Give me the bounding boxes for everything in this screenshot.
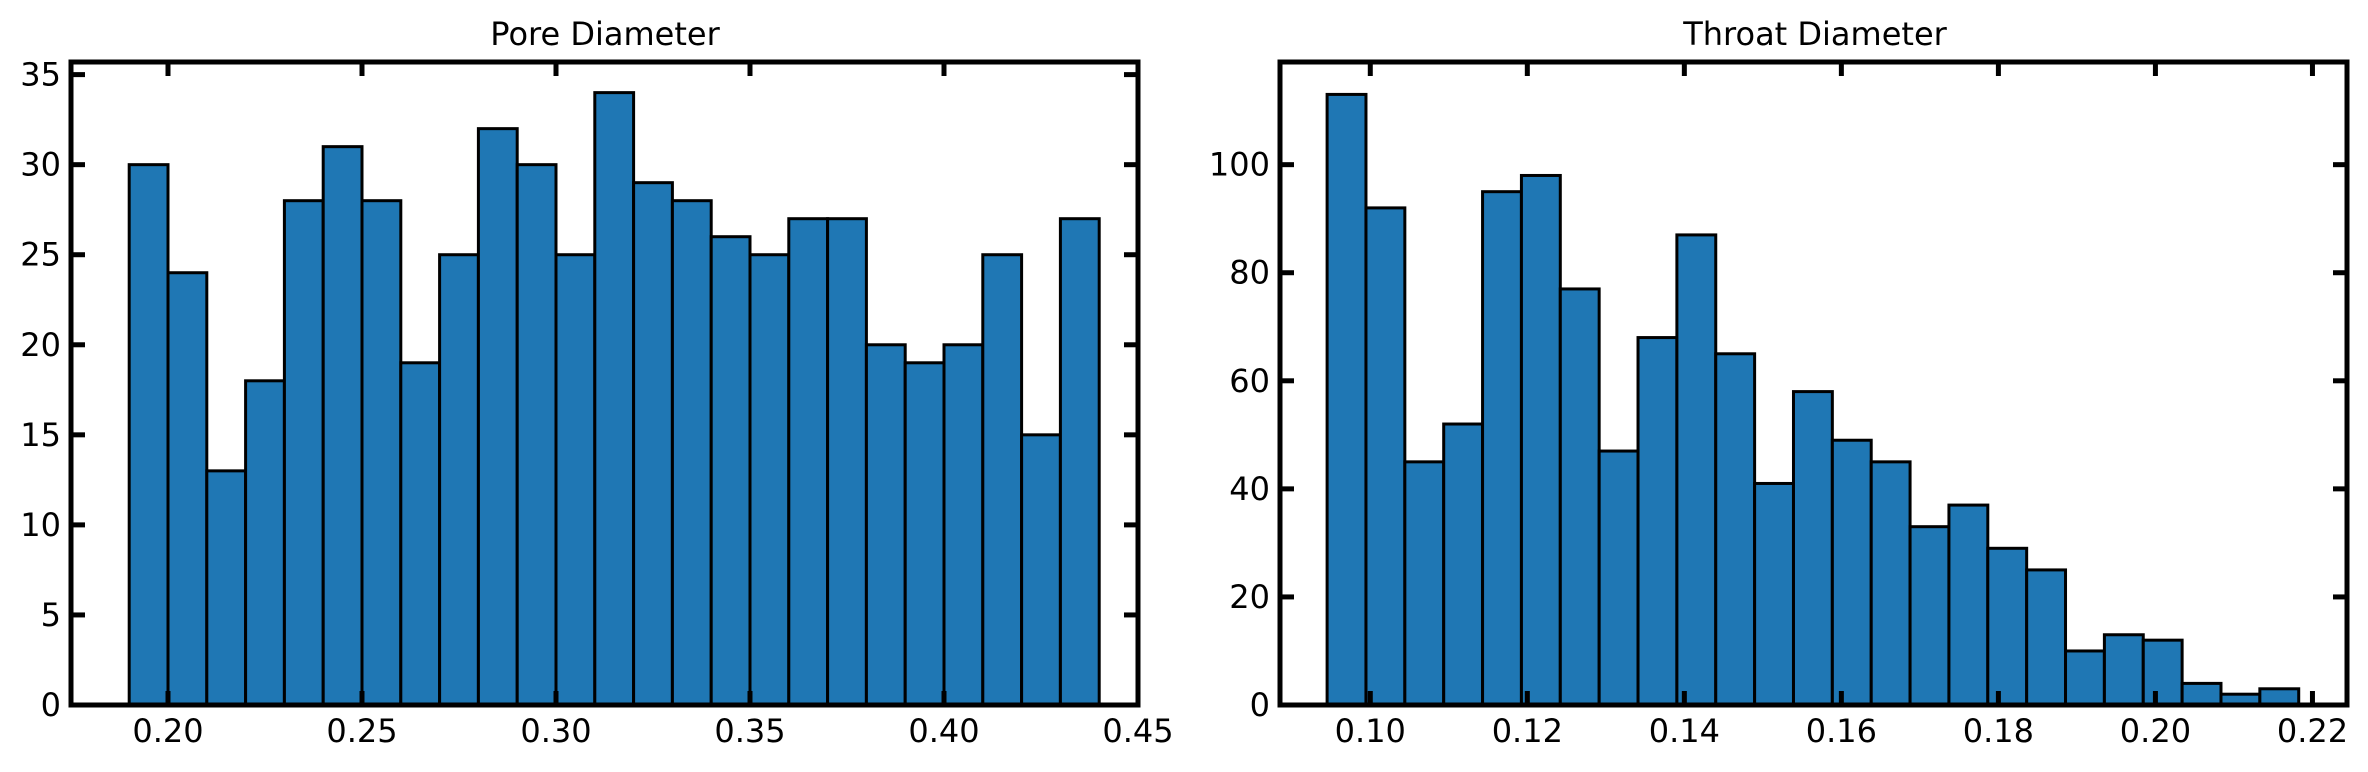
pore-bar	[321, 145, 364, 707]
pore-bar	[515, 163, 558, 707]
pore-bar	[438, 253, 480, 707]
pore-bar	[127, 163, 170, 707]
pore-bar	[360, 199, 403, 707]
throat-y-ticks: 0 20 40 60 80 100	[1209, 146, 2347, 724]
pore-bar	[1058, 217, 1101, 707]
pore-bar	[903, 361, 946, 707]
throat-bar	[1519, 173, 1562, 707]
pore-bar	[981, 253, 1024, 707]
throat-y-tick-label: 60	[1229, 362, 1270, 400]
throat-y-tick-label: 0	[1250, 686, 1270, 724]
pore-y-tick-label: 10	[20, 506, 61, 544]
throat-bar	[2141, 638, 2184, 707]
pore-y-tick-label: 15	[20, 416, 61, 454]
pore-bar	[826, 217, 868, 707]
throat-bar	[1791, 390, 1834, 707]
pore-bar	[632, 181, 674, 707]
throat-x-tick-label: 0.16	[1806, 712, 1877, 750]
throat-y-tick-label: 100	[1209, 146, 1270, 184]
pore-bar	[554, 253, 597, 707]
throat-bar	[1675, 233, 1718, 707]
throat-bar	[1714, 352, 1757, 707]
pore-x-tick-label: 0.20	[132, 712, 203, 750]
pore-diameter-chart: Pore Diameter 0.20 0.25 0.30 0.35 0.40 0.45 0 5…	[20, 15, 1173, 750]
pore-y-tick-label: 0	[41, 686, 61, 724]
throat-x-tick-label: 0.18	[1963, 712, 2034, 750]
throat-bar	[1442, 422, 1485, 707]
throat-bar	[1908, 525, 1951, 707]
pore-x-tick-label: 0.25	[326, 712, 397, 750]
pore-x-tick-label: 0.30	[520, 712, 591, 750]
pore-axes-frame	[68, 59, 1141, 708]
pore-bar	[709, 235, 752, 707]
throat-diameter-chart: Throat Diameter 0.10 0.12 0.14 0.16 0.18 0.20…	[1209, 15, 2350, 750]
throat-y-tick-label: 80	[1229, 254, 1270, 292]
pore-bar	[864, 343, 907, 707]
throat-bar	[1753, 481, 1795, 707]
throat-bar	[1403, 460, 1446, 707]
throat-y-tick-label: 40	[1229, 470, 1270, 508]
throat-x-tick-label: 0.14	[1649, 712, 1720, 750]
throat-x-tick-label: 0.22	[2277, 712, 2348, 750]
pore-y-tick-label: 5	[41, 596, 61, 634]
pore-y-ticks: 0 5 10 15 20 25 30 35	[20, 56, 1138, 724]
throat-bar	[2180, 681, 2223, 707]
pore-y-tick-label: 25	[20, 236, 61, 274]
throat-bar	[1986, 546, 2029, 707]
pore-bars	[127, 91, 1101, 707]
throat-bar	[1481, 190, 1523, 707]
pore-bar	[748, 253, 791, 707]
pore-x-tick-label: 0.45	[1102, 712, 1173, 750]
pore-bar	[244, 379, 286, 707]
throat-bar	[1597, 449, 1640, 707]
pore-x-tick-label: 0.40	[908, 712, 979, 750]
throat-axes-frame	[1277, 59, 2350, 708]
pore-bar	[787, 217, 830, 707]
throat-bar	[1364, 206, 1407, 707]
pore-bar	[282, 199, 325, 707]
throat-bar	[1830, 438, 1873, 707]
throat-bars	[1325, 92, 2301, 707]
pore-y-tick-label: 30	[20, 146, 61, 184]
throat-x-tick-label: 0.20	[2120, 712, 2191, 750]
throat-bar	[1869, 460, 1912, 707]
pore-bar	[205, 469, 248, 707]
pore-bar	[1020, 433, 1062, 707]
pore-y-tick-label: 35	[20, 56, 61, 94]
pore-x-ticks: 0.20 0.25 0.30 0.35 0.40 0.45	[132, 62, 1174, 750]
pore-bar	[670, 199, 713, 707]
throat-bar	[1325, 92, 1368, 707]
pore-bar	[593, 91, 636, 707]
pore-bar	[166, 271, 209, 707]
throat-bar	[2064, 649, 2106, 707]
throat-bar	[2102, 633, 2145, 707]
pore-bar	[399, 361, 442, 707]
throat-x-tick-label: 0.10	[1335, 712, 1406, 750]
throat-bar	[2025, 568, 2068, 707]
pore-bar	[942, 343, 985, 707]
chart-title-throat-diameter: Throat Diameter	[1682, 15, 1947, 53]
throat-y-tick-label: 20	[1229, 578, 1270, 616]
throat-x-ticks: 0.10 0.12 0.14 0.16 0.18 0.20 0.22	[1335, 62, 2348, 750]
throat-bar	[1636, 336, 1679, 707]
throat-x-tick-label: 0.12	[1492, 712, 1563, 750]
throat-bar	[1558, 287, 1601, 707]
pore-bar	[476, 127, 519, 707]
chart-title-pore-diameter: Pore Diameter	[490, 15, 720, 53]
throat-bar	[1947, 503, 1990, 707]
pore-y-tick-label: 20	[20, 326, 61, 364]
pore-x-tick-label: 0.35	[714, 712, 785, 750]
